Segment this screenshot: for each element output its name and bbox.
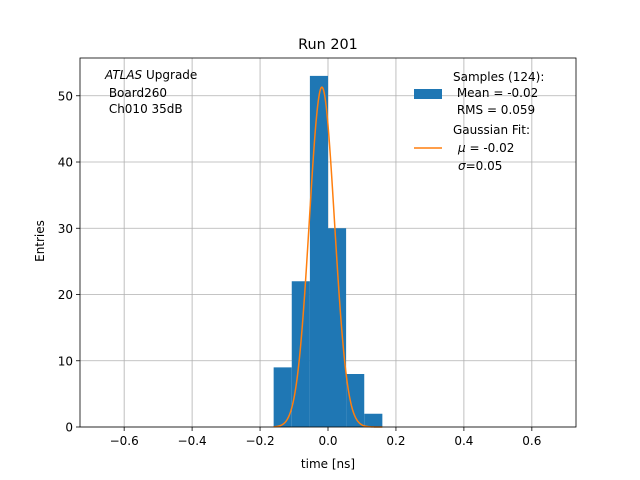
- legend-sigma-value: =0.05: [466, 159, 503, 173]
- annotation-line-1: ATLAS Upgrade: [104, 68, 197, 82]
- y-axis-ticks: 0 10 20 30 40 50: [58, 89, 80, 435]
- y-tick-label: 50: [58, 89, 73, 103]
- y-axis-label: Entries: [33, 220, 47, 262]
- histogram-bar: [328, 228, 347, 427]
- histogram-bar: [309, 75, 328, 427]
- legend-mu-value: = -0.02: [466, 141, 515, 155]
- legend-sigma-symbol: σ: [458, 159, 466, 173]
- atlas-annotation: ATLAS Upgrade Board260 Ch010 35dB: [104, 68, 197, 116]
- y-tick-label: 30: [58, 222, 73, 236]
- y-tick-label: 40: [58, 156, 73, 170]
- annotation-upgrade: Upgrade: [142, 68, 197, 82]
- histogram-bar: [291, 281, 310, 427]
- legend-samples-line-3: RMS = 0.059: [453, 103, 535, 117]
- chart-title: Run 201: [298, 37, 358, 53]
- x-tick-label: 0.4: [454, 434, 473, 448]
- y-tick-label: 20: [58, 288, 73, 302]
- y-tick-label: 10: [58, 354, 73, 368]
- annotation-line-2: Board260: [105, 86, 167, 100]
- y-tick-label: 0: [65, 421, 73, 435]
- histogram-bar: [364, 413, 383, 427]
- annotation-atlas: ATLAS: [104, 68, 143, 82]
- legend: Samples (124): Mean = -0.02 RMS = 0.059 …: [414, 70, 544, 173]
- gaussian-fit-curve: [273, 86, 383, 428]
- histogram-bar: [273, 367, 292, 427]
- x-tick-label: −0.6: [110, 434, 139, 448]
- x-tick-label: −0.4: [178, 434, 207, 448]
- histogram-bar: [346, 374, 365, 427]
- legend-fit-line-2: μ = -0.02: [457, 141, 514, 155]
- x-tick-label: 0.0: [318, 434, 337, 448]
- legend-fit-line-1: Gaussian Fit:: [453, 123, 530, 137]
- x-tick-label: 0.6: [522, 434, 541, 448]
- x-tick-label: −0.2: [245, 434, 274, 448]
- legend-mu-symbol: μ: [457, 141, 466, 155]
- x-tick-label: 0.2: [386, 434, 405, 448]
- x-axis-label: time [ns]: [301, 457, 355, 471]
- x-axis-ticks: −0.6 −0.4 −0.2 0.0 0.2 0.4 0.6: [110, 427, 541, 448]
- legend-samples-line-1: Samples (124):: [453, 70, 544, 84]
- legend-fit-line-3: σ=0.05: [458, 159, 502, 173]
- legend-samples-patch: [414, 89, 442, 99]
- annotation-line-3: Ch010 35dB: [105, 102, 183, 116]
- legend-samples-line-2: Mean = -0.02: [453, 86, 538, 100]
- histogram-bars: [273, 75, 383, 427]
